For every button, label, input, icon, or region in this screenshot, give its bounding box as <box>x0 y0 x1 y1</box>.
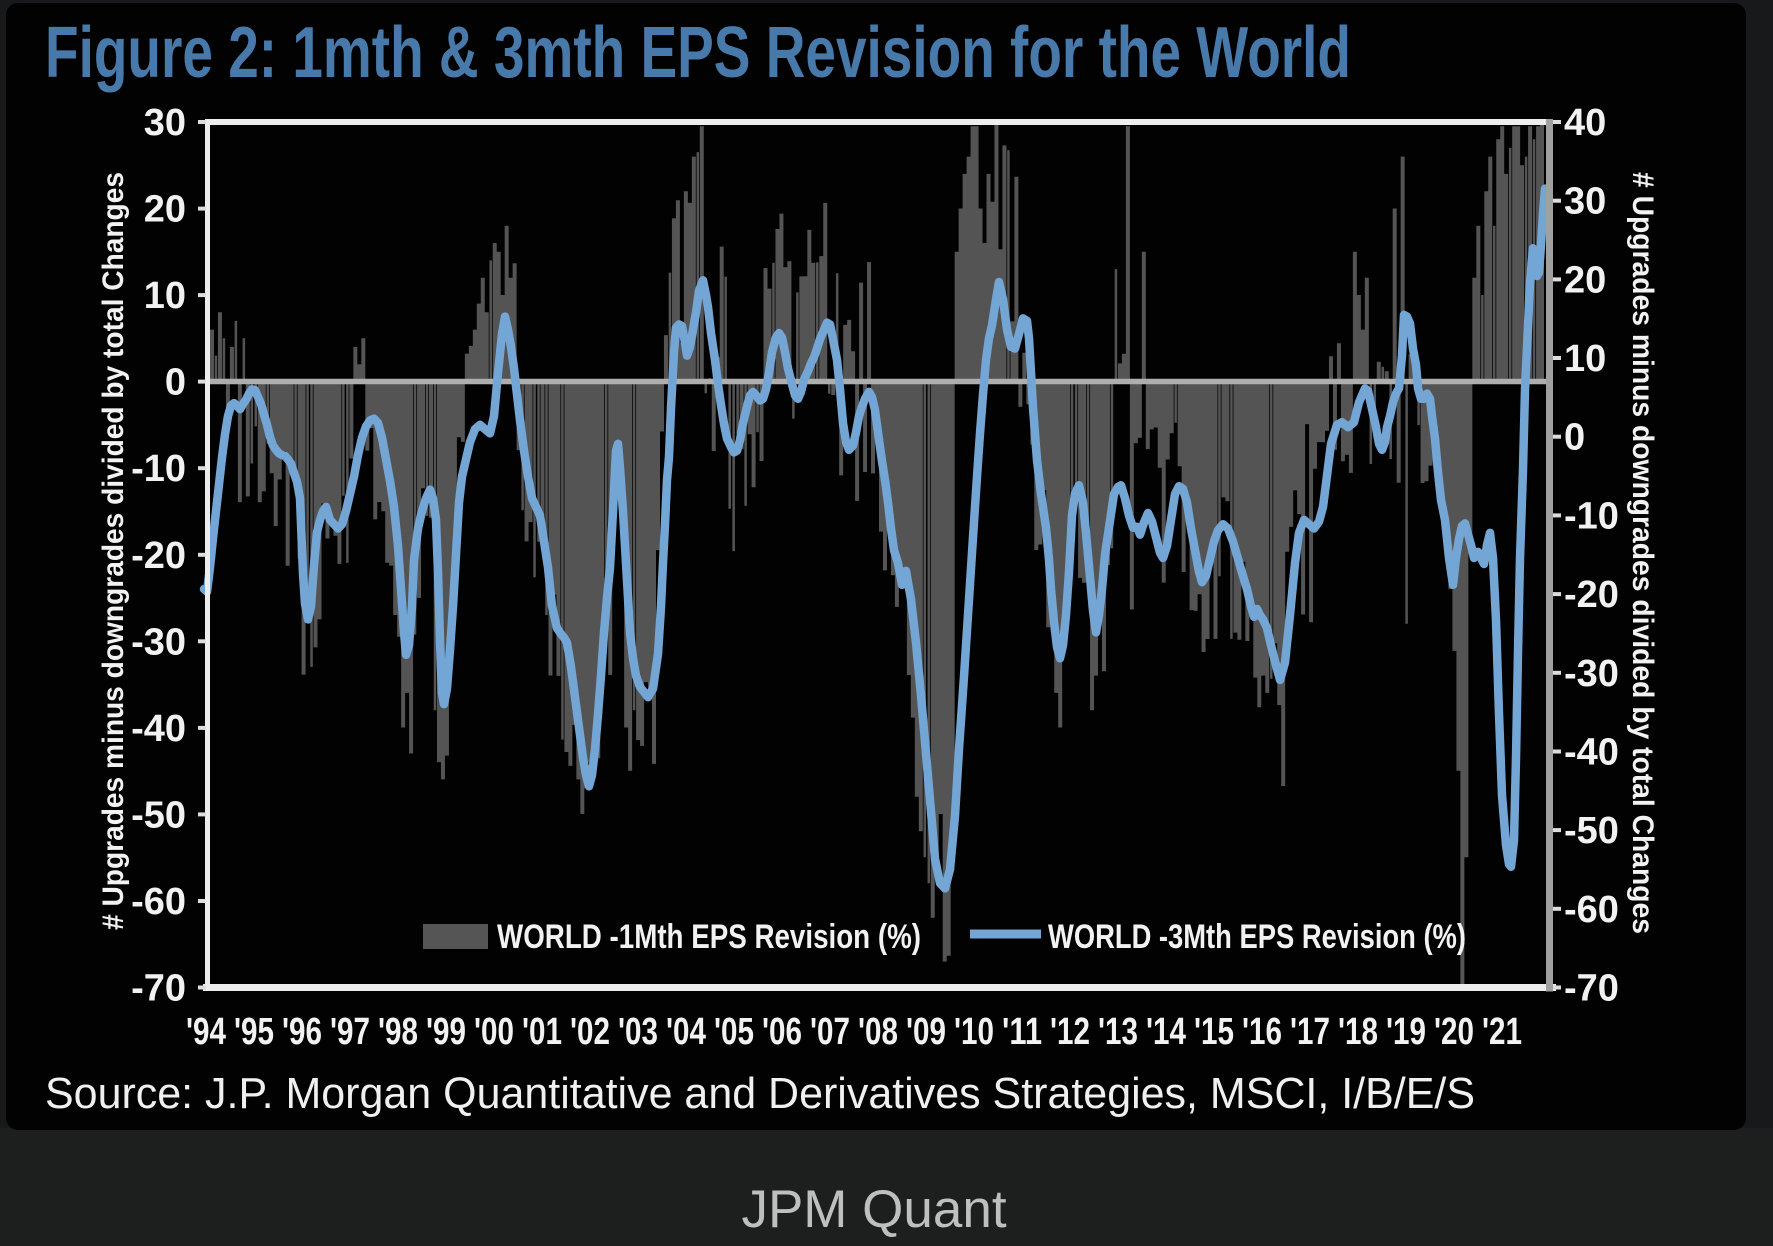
svg-text:-30: -30 <box>1564 653 1619 695</box>
svg-text:-60: -60 <box>131 881 186 923</box>
svg-text:WORLD -3Mth EPS Revision (%): WORLD -3Mth EPS Revision (%) <box>1048 918 1466 956</box>
svg-text:-10: -10 <box>131 448 186 490</box>
svg-text:'01: '01 <box>522 1011 562 1053</box>
svg-text:-40: -40 <box>1564 732 1619 774</box>
svg-text:'97: '97 <box>330 1011 370 1053</box>
svg-text:# Upgrades minus downgrades di: # Upgrades minus downgrades divided by t… <box>1626 172 1659 934</box>
svg-text:'95: '95 <box>234 1011 274 1053</box>
svg-text:40: 40 <box>1564 102 1606 144</box>
svg-text:'10: '10 <box>954 1011 994 1053</box>
svg-text:'18: '18 <box>1338 1011 1378 1053</box>
svg-text:'17: '17 <box>1290 1011 1330 1053</box>
svg-text:'11: '11 <box>1002 1011 1042 1053</box>
svg-text:-70: -70 <box>1564 968 1619 1010</box>
svg-text:'04: '04 <box>666 1011 706 1053</box>
svg-text:0: 0 <box>165 362 186 404</box>
svg-text:'14: '14 <box>1146 1011 1186 1053</box>
svg-text:20: 20 <box>1564 259 1606 301</box>
svg-text:-50: -50 <box>131 794 186 836</box>
svg-text:'05: '05 <box>714 1011 754 1053</box>
svg-text:30: 30 <box>144 102 186 144</box>
svg-text:'99: '99 <box>426 1011 466 1053</box>
svg-text:'02: '02 <box>570 1011 610 1053</box>
svg-text:JPM Quant: JPM Quant <box>741 1180 1006 1239</box>
svg-text:'15: '15 <box>1194 1011 1234 1053</box>
svg-text:'03: '03 <box>618 1011 658 1053</box>
svg-text:'21: '21 <box>1482 1011 1522 1053</box>
svg-text:'16: '16 <box>1242 1011 1282 1053</box>
svg-text:10: 10 <box>144 275 186 317</box>
svg-text:-20: -20 <box>1564 574 1619 616</box>
svg-text:'07: '07 <box>810 1011 850 1053</box>
svg-text:'94: '94 <box>186 1011 226 1053</box>
svg-text:WORLD -1Mth EPS Revision (%): WORLD -1Mth EPS Revision (%) <box>497 918 921 956</box>
svg-text:'12: '12 <box>1050 1011 1090 1053</box>
svg-text:-50: -50 <box>1564 810 1619 852</box>
svg-text:'13: '13 <box>1098 1011 1138 1053</box>
svg-text:30: 30 <box>1564 181 1606 223</box>
svg-text:'19: '19 <box>1386 1011 1426 1053</box>
svg-text:'08: '08 <box>858 1011 898 1053</box>
svg-text:# Upgrades minus downgrades di: # Upgrades minus downgrades divided by t… <box>97 172 130 930</box>
svg-text:-60: -60 <box>1564 889 1619 931</box>
svg-text:-70: -70 <box>131 968 186 1010</box>
svg-text:-40: -40 <box>131 708 186 750</box>
svg-text:10: 10 <box>1564 338 1606 380</box>
svg-text:-30: -30 <box>131 621 186 663</box>
svg-text:'20: '20 <box>1434 1011 1474 1053</box>
svg-text:-20: -20 <box>131 535 186 577</box>
svg-text:Source: J.P. Morgan Quantitati: Source: J.P. Morgan Quantitative and Der… <box>45 1069 1475 1118</box>
svg-text:'00: '00 <box>474 1011 514 1053</box>
svg-text:20: 20 <box>144 189 186 231</box>
svg-text:'96: '96 <box>282 1011 322 1053</box>
svg-text:'06: '06 <box>762 1011 802 1053</box>
svg-text:'09: '09 <box>906 1011 946 1053</box>
svg-text:'98: '98 <box>378 1011 418 1053</box>
svg-text:-10: -10 <box>1564 495 1619 537</box>
svg-text:0: 0 <box>1564 417 1585 459</box>
svg-text:Figure 2: 1mth & 3mth EPS Revi: Figure 2: 1mth & 3mth EPS Revision for t… <box>45 13 1351 93</box>
